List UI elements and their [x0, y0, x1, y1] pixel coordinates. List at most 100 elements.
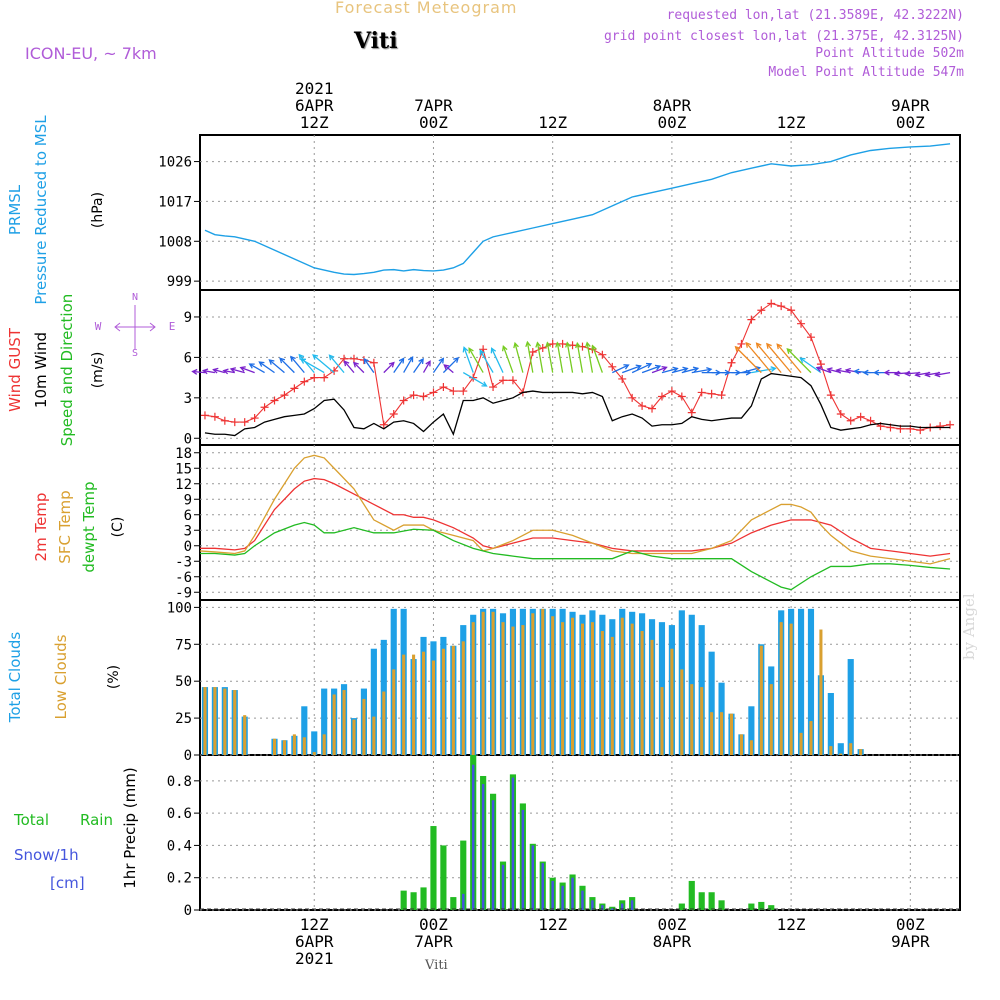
snow-bar [601, 905, 604, 910]
rain-bar [678, 903, 685, 910]
wind-arrow-head [826, 367, 833, 374]
total-cloud-bar [301, 706, 308, 755]
low-cloud-bar [749, 740, 753, 755]
wind-arrow-head [418, 357, 424, 365]
low-cloud-bar [829, 746, 833, 755]
low-cloud-bar [600, 631, 604, 755]
low-cloud-bar [531, 613, 535, 755]
low-cloud-bar [799, 732, 803, 755]
wind-arrow-head [734, 345, 741, 352]
rain-bar [420, 887, 427, 910]
snow-bar [611, 908, 614, 910]
y-tick-label: 0 [184, 431, 192, 447]
wind-direction-arrow [353, 362, 365, 374]
wind-direction-arrow [566, 342, 574, 373]
low-cloud-bar [481, 611, 485, 755]
wind-direction-arrow [383, 362, 395, 374]
wind-direction-arrow [298, 354, 315, 374]
compass-e: E [169, 320, 176, 333]
compass-n: N [132, 292, 138, 303]
bottom-time-label: 7APR [414, 932, 453, 951]
gust-marker [499, 376, 508, 385]
gust-marker [240, 418, 249, 427]
low-cloud-bar [779, 622, 783, 755]
gust-marker [687, 408, 696, 417]
gust-marker [936, 422, 945, 431]
low-cloud-bar [402, 654, 406, 755]
wind-direction-arrow [586, 342, 594, 373]
low-cloud-bar [223, 688, 227, 755]
wind-arrow-head [407, 356, 414, 363]
snow-bar [501, 864, 505, 910]
gust-marker [310, 373, 319, 382]
rain-bar [748, 903, 755, 910]
low-cloud-bar [660, 687, 664, 755]
wind-direction-arrow [422, 361, 431, 373]
gust-marker [707, 389, 716, 398]
top-time-label: 9APR [891, 96, 930, 115]
gust-marker [439, 383, 448, 392]
low-cloud-bar [282, 740, 286, 755]
gust-marker [260, 403, 269, 412]
low-cloud-bar [213, 687, 217, 755]
wind-arrow-head [692, 366, 700, 373]
y-tick-label: 50 [175, 674, 192, 690]
bottom-time-label: 6APR [295, 932, 334, 951]
wind-direction-arrow [403, 356, 414, 373]
snow-bar [531, 845, 535, 910]
wind-arrow-head [555, 341, 561, 348]
low-cloud-bar [451, 645, 455, 755]
y-tick-label: 6 [184, 508, 192, 524]
gust-marker [677, 392, 686, 401]
rain-bar [440, 845, 447, 910]
rain-bar [708, 892, 715, 910]
gust-marker [558, 339, 567, 348]
y-tick-label: 0.6 [167, 806, 192, 822]
wind-arrow-head [398, 357, 405, 364]
wind-direction-arrow [192, 370, 206, 374]
rain-bar [688, 880, 695, 910]
wind-direction-arrow [443, 364, 454, 374]
wind-direction-arrow [536, 342, 544, 373]
wind-arrow-head [786, 348, 793, 354]
low-cloud-bar [382, 691, 386, 755]
y-tick-label: 1017 [158, 194, 192, 210]
wind-arrow-head [844, 367, 852, 374]
total-cloud-bar [847, 659, 854, 755]
snow-bar [491, 800, 495, 910]
rain-bar [450, 897, 457, 910]
gust-marker [608, 362, 617, 371]
wind-direction-arrow [259, 361, 275, 374]
low-cloud-bar [431, 660, 436, 755]
top-time-label: 00Z [896, 113, 925, 132]
gust-marker [717, 391, 726, 400]
total-cloud-bar [837, 743, 844, 755]
gust-marker [757, 306, 766, 315]
total-cloud-bar [748, 706, 755, 755]
top-time-label: 8APR [653, 96, 692, 115]
wind-arrow-head [312, 354, 319, 360]
wind-direction-arrow [312, 354, 335, 374]
wind-direction-arrow [514, 343, 524, 373]
wind-arrow-head [201, 368, 209, 375]
snow-bar [630, 900, 634, 910]
wind-direction-arrow [413, 358, 424, 373]
wind-arrow-head [268, 359, 275, 365]
unit-percent: (%) [106, 665, 122, 689]
top-time-label: 7APR [414, 96, 453, 115]
wind-direction-arrow [671, 367, 688, 374]
wind-arrow-head [453, 356, 460, 363]
wind-arrow-head [682, 366, 689, 373]
y-tick-label: 12 [175, 477, 192, 493]
low-cloud-bar [332, 694, 336, 755]
label-10m-wind: 10m Wind [32, 332, 50, 408]
wind-arrow-head [468, 347, 474, 354]
wind-direction-arrow [786, 348, 812, 374]
low-cloud-bar [620, 617, 624, 755]
wind-arrow-head [525, 340, 532, 348]
y-tick-label: 0.2 [167, 871, 192, 887]
snow-bar [561, 885, 564, 910]
y-tick-label: 0.4 [167, 838, 192, 854]
low-cloud-bar [769, 684, 773, 755]
